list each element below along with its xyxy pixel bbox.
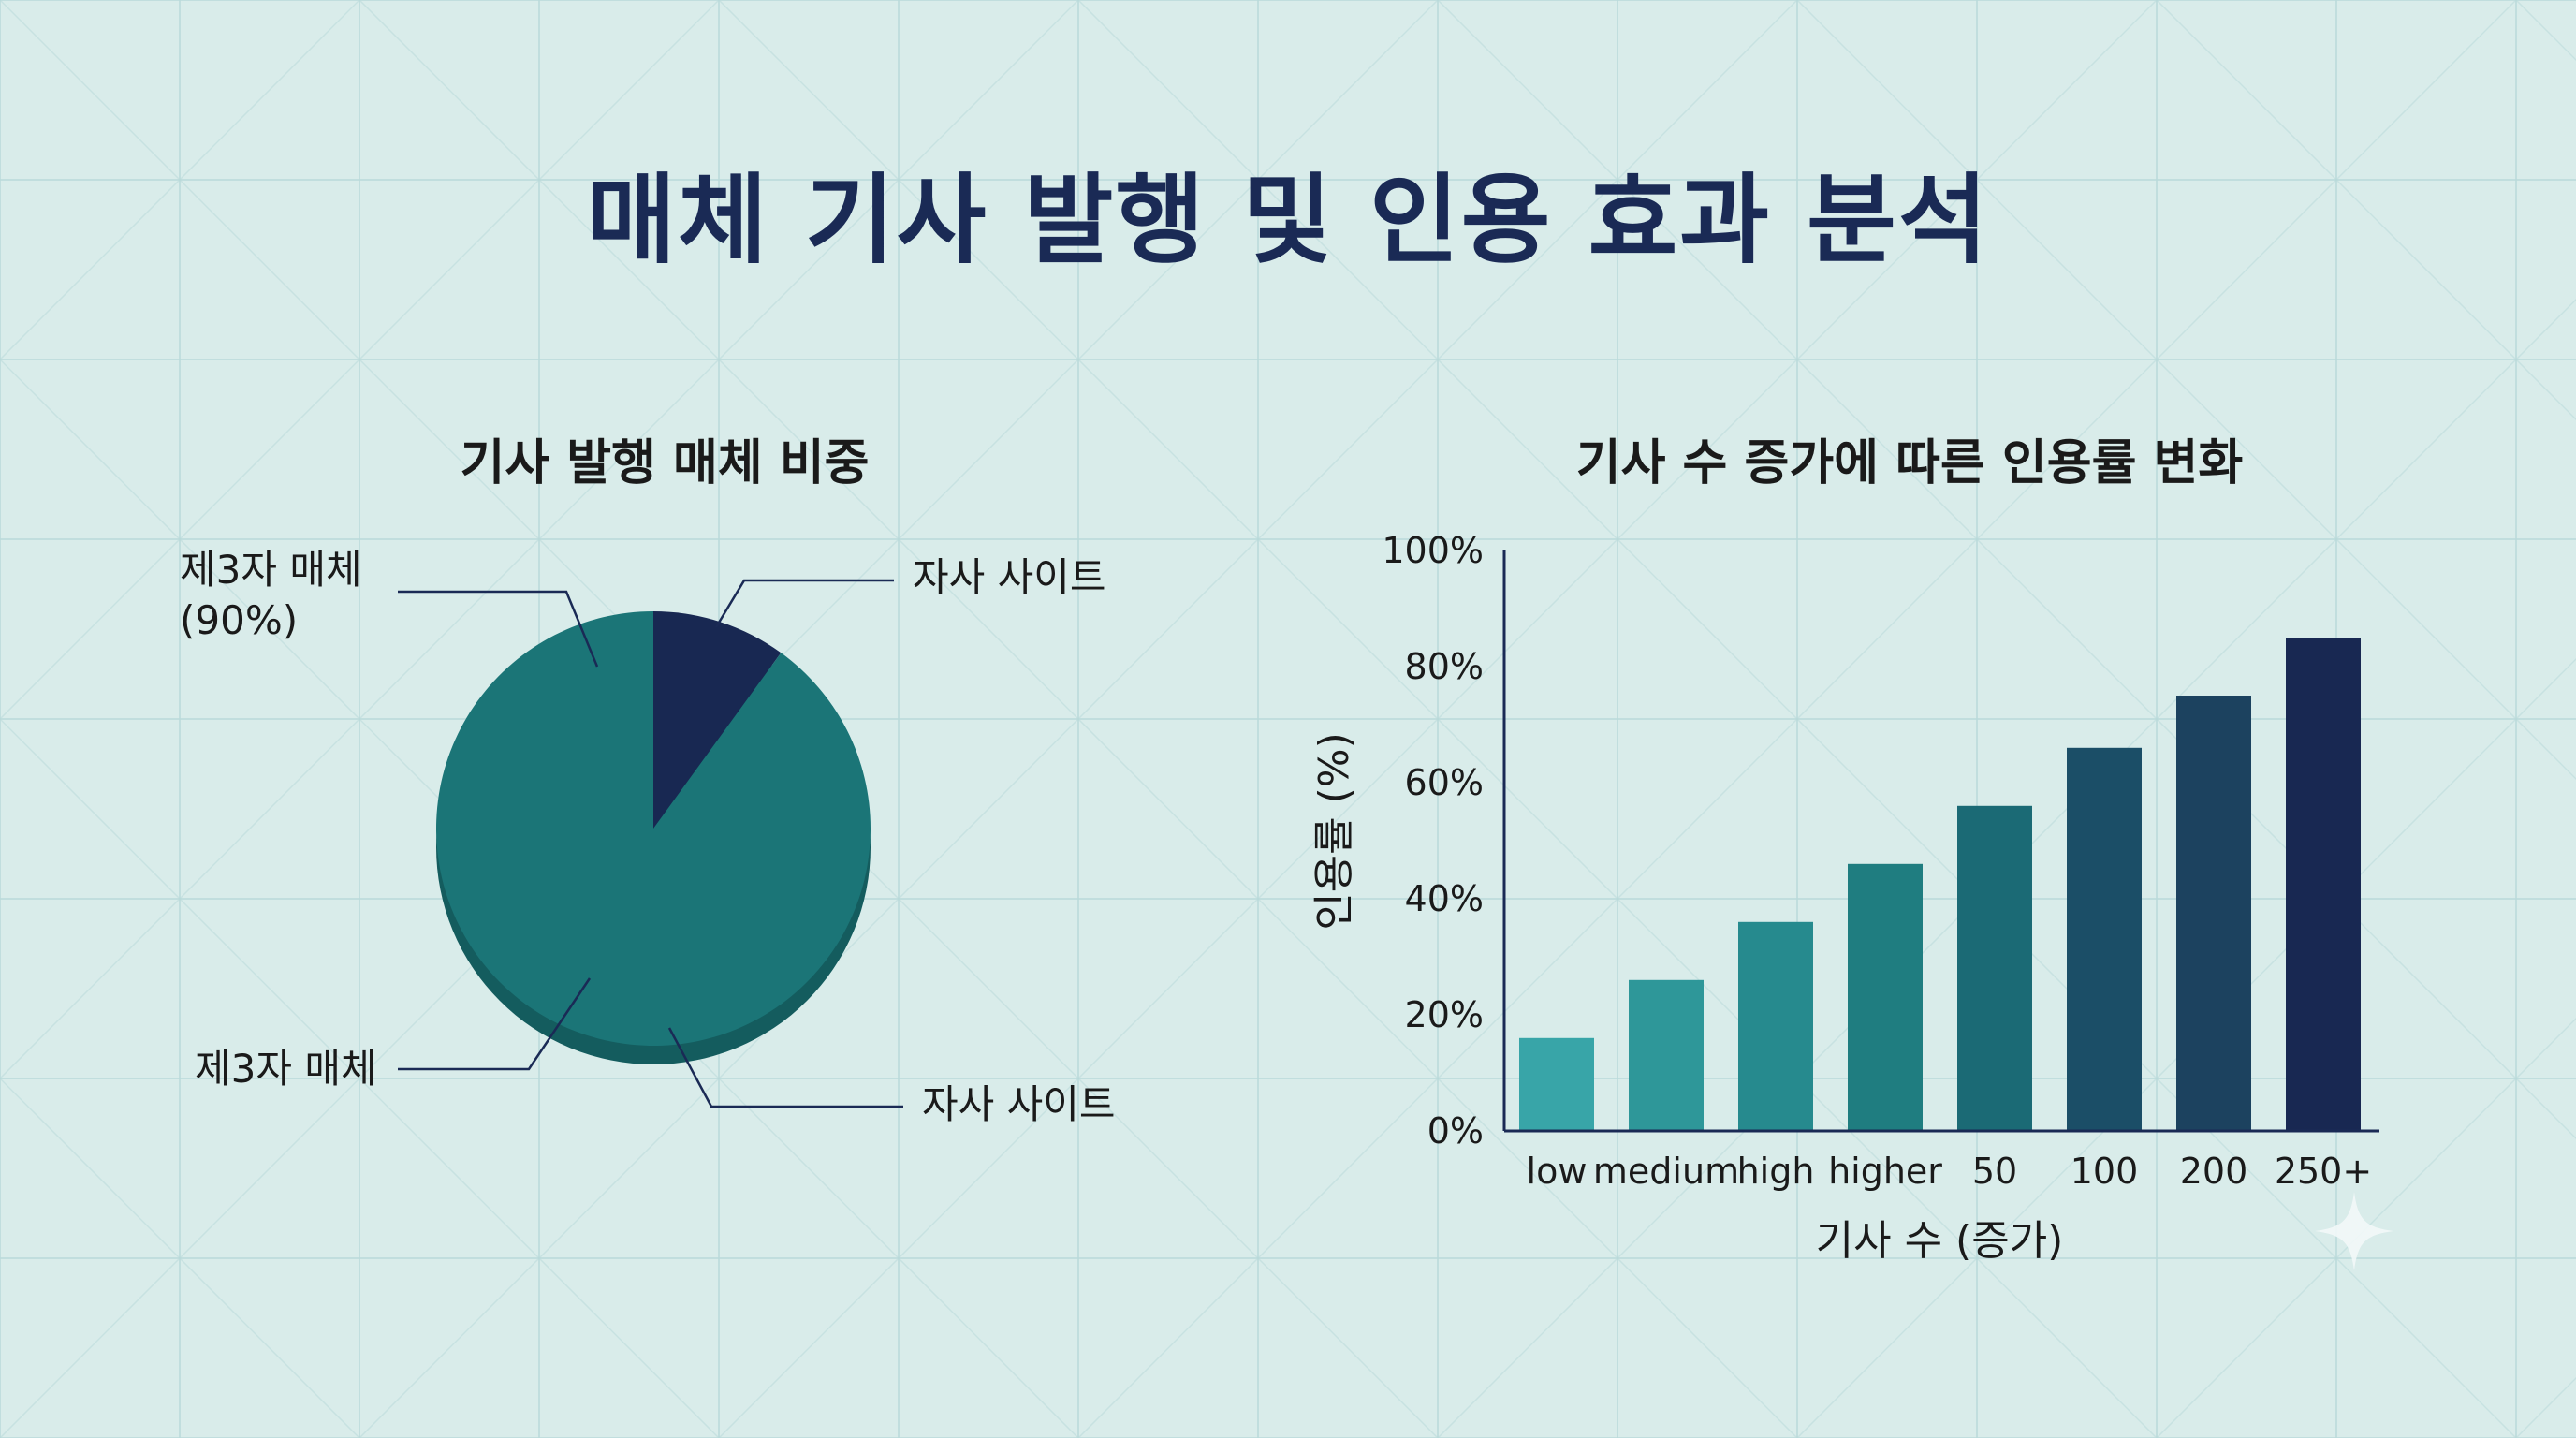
bar-200 — [2176, 696, 2251, 1131]
bar-medium — [1629, 979, 1704, 1131]
x-tick-label: medium — [1593, 1151, 1739, 1192]
pie-chart-title: 기사 발행 매체 비중 — [460, 435, 870, 492]
x-tick-label: high — [1737, 1151, 1815, 1192]
bar-250+ — [2286, 638, 2361, 1131]
x-tick-label: 200 — [2180, 1151, 2248, 1192]
bar-high — [1738, 921, 1813, 1131]
pie-label-bottom-left: 제3자 매체 — [195, 1046, 377, 1092]
page-title: 매체 기사 발행 및 인용 효과 분석 — [586, 163, 1990, 277]
bar-low — [1519, 1037, 1594, 1131]
bar-50 — [1957, 805, 2032, 1131]
x-tick-label: 50 — [1972, 1151, 2017, 1192]
pie-label-top-right: 자사 사이트 — [913, 554, 1106, 600]
x-tick-label: 100 — [2071, 1151, 2139, 1192]
leader-line-top-right — [714, 579, 894, 628]
bar-chart-title: 기사 수 증가에 따른 인용률 변화 — [1575, 435, 2244, 492]
y-tick-label: 100% — [1382, 530, 1484, 571]
x-tick-label: higher — [1828, 1151, 1942, 1192]
leader-line-bottom-right — [667, 1027, 903, 1108]
bar-higher — [1848, 863, 1923, 1131]
leader-line-top-left — [398, 590, 599, 668]
pie-slice-own-site — [653, 611, 782, 829]
bar-100 — [2067, 747, 2142, 1131]
sparkle-icon — [2315, 1192, 2393, 1270]
y-axis-title: 인용률 (%) — [1310, 732, 1358, 931]
y-tick-label: 60% — [1405, 762, 1484, 803]
pie-label-bottom-right: 자사 사이트 — [922, 1081, 1116, 1127]
pie-slice-third-party — [435, 611, 871, 1047]
leader-line-bottom-left — [398, 977, 592, 1071]
x-tick-label: 250+ — [2275, 1151, 2372, 1192]
pie-label-top-left-name: 제3자 매체 — [180, 547, 362, 593]
y-tick-label: 20% — [1405, 994, 1484, 1035]
y-tick-label: 40% — [1405, 878, 1484, 919]
x-axis-title: 기사 수 (증가) — [1816, 1217, 2064, 1265]
pie-label-top-left-percent: (90%) — [180, 597, 299, 643]
y-tick-label: 80% — [1405, 646, 1484, 687]
y-tick-label: 0% — [1427, 1110, 1484, 1152]
pie-label-top-left: 제3자 매체 (90%) — [180, 545, 362, 646]
x-tick-label: low — [1527, 1151, 1588, 1192]
